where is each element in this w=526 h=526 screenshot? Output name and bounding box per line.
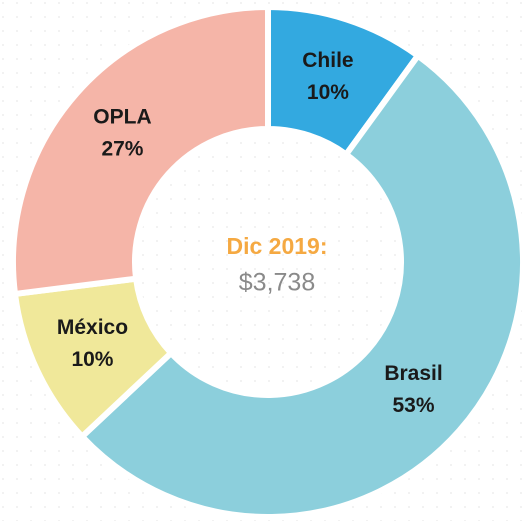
segment-category: OPLA bbox=[93, 105, 151, 128]
donut bbox=[10, 3, 526, 520]
segment-value-label: 10% bbox=[307, 81, 349, 104]
segment-value-label: 10% bbox=[71, 348, 113, 371]
center-title: Dic 2019: bbox=[226, 233, 327, 259]
center-value: $3,738 bbox=[239, 269, 315, 297]
segment-category: Brasil bbox=[384, 362, 442, 385]
segment bbox=[10, 3, 271, 298]
segment-category: Chile bbox=[302, 49, 353, 72]
segment bbox=[77, 51, 526, 520]
segment-value-label: 53% bbox=[393, 394, 435, 417]
segment-category: México bbox=[57, 316, 128, 339]
segment-value-label: 27% bbox=[101, 137, 143, 160]
